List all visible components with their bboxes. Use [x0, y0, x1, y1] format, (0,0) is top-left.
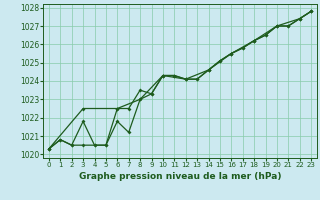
X-axis label: Graphe pression niveau de la mer (hPa): Graphe pression niveau de la mer (hPa): [79, 172, 281, 181]
